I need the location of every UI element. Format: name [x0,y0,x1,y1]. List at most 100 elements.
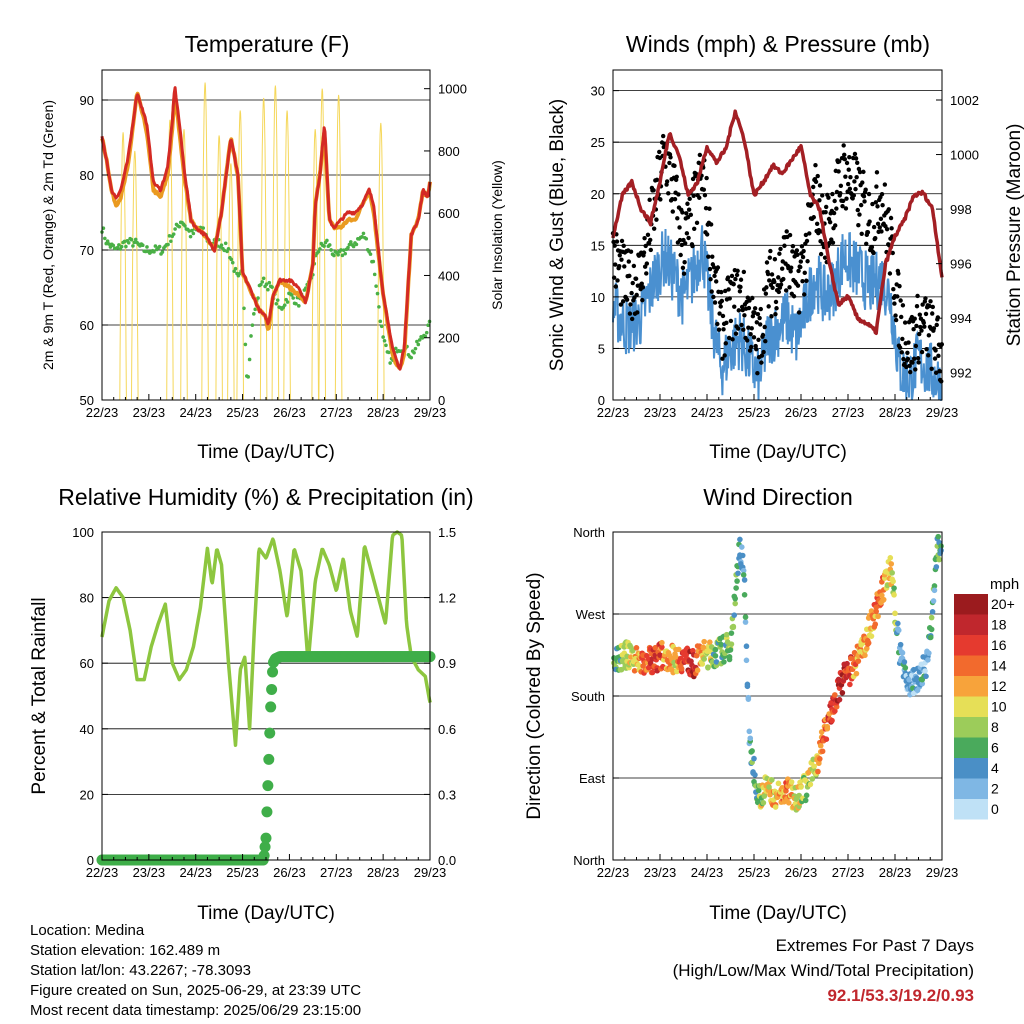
dewpoint-point [332,253,336,258]
x-tick-label: 29/23 [414,405,447,420]
gust-point [802,270,807,276]
gust-point [833,223,838,228]
gust-point [818,251,824,257]
gust-point [706,254,711,259]
dewpoint-point [169,239,173,244]
direction-point [730,624,737,631]
gust-point [667,160,672,166]
gust-point [654,217,659,222]
station-pressure-line [611,109,944,336]
direction-point [739,552,746,559]
direction-point [744,683,751,690]
gust-point [681,271,687,276]
gust-point [754,346,759,352]
dewpoint-point [424,330,429,335]
gust-point [878,216,884,222]
y-tick-label: 60 [80,318,94,333]
humidity-panel: Relative Humidity (%) & Precipitation (i… [29,484,474,924]
gust-point [764,260,770,265]
precipitation-point [267,666,279,678]
gust-point [647,197,652,203]
gust-point [735,268,740,274]
gust-point [937,368,942,374]
dewpoint-point [289,293,294,297]
gust-point [935,315,941,320]
gust-point [704,175,709,181]
direction-point [712,646,719,653]
direction-point [895,627,902,634]
gust-point [642,235,647,241]
temperature-xlabel: Time (Day/UTC) [197,442,335,463]
gust-point [718,304,723,309]
dewpoint-point [412,351,416,355]
direction-point [652,644,659,651]
gust-point [800,279,805,284]
x-tick-label: 29/23 [414,865,447,880]
direction-point [635,662,642,668]
gust-point [687,196,692,202]
x-tick-label: 26/23 [785,865,818,880]
direction-point [901,659,908,665]
dewpoint-point [242,306,246,311]
gust-point [840,203,845,209]
dewpoint-point [188,234,193,239]
temperature-panel: Temperature (F) 22/23 23/23 24/23 25/23 26/2… [40,31,505,463]
gust-point [874,184,879,189]
direction-point [811,763,817,770]
winds-ylabel-right: Station Pressure (Maroon) [1004,124,1024,347]
dewpoint-point [177,224,182,229]
gust-point [644,271,649,276]
gust-point [767,278,772,283]
gust-point [843,174,848,179]
dewpoint-point [361,231,366,236]
dewpoint-point [378,319,383,324]
colorbar-label: 20+ [991,596,1015,612]
dewpoint-point [343,251,347,256]
direction-point [926,650,932,656]
gust-point [898,298,903,303]
gust-point [745,338,750,343]
gust-point [688,212,694,218]
direction-point [815,768,821,775]
dewpoint-point [275,298,280,302]
gust-point [865,230,871,235]
gust-point [929,366,934,371]
colorbar-swatch [954,778,988,799]
dewpoint-point [101,226,106,231]
gust-point [750,295,755,301]
gust-point [895,294,900,299]
colorbar-swatch [954,635,988,656]
dewpoint-point [252,312,256,316]
gust-point [813,163,818,168]
gust-point [678,252,683,258]
y-tick-label: 50 [80,393,94,408]
winds-title: Winds (mph) & Pressure (mb) [626,31,930,57]
gust-point [635,310,640,315]
dewpoint-point [347,242,352,247]
colorbar-swatch [954,737,988,758]
gust-point [928,299,933,304]
dewpoint-point [145,245,149,249]
gust-point [795,252,800,258]
dewpoint-point [297,304,301,308]
dewpoint-point [117,243,121,247]
dewpoint-point [166,242,170,247]
dewpoint-point [153,244,158,248]
winds-panel: Winds (mph) & Pressure (mb) 22/23 23/23 24… [547,31,1024,463]
gust-point [626,259,631,264]
dewpoint-point [173,227,177,231]
dewpoint-point [375,291,380,296]
temperature-ylabel: 2m & 9m T (Red, Orange) & 2m Td (Green) [40,100,56,370]
y-tick-label: 30 [591,84,605,99]
dewpoint-point [183,224,187,228]
gust-point [830,240,836,245]
gust-point [884,226,890,232]
direction-point [817,756,823,762]
direction-point [746,728,753,735]
x-tick-label: 25/23 [226,405,259,420]
dewpoint-point [119,244,124,249]
gust-point [798,259,804,264]
y-right-tick-label: 1.2 [438,591,456,606]
precipitation-point [261,806,273,818]
gust-point [738,277,744,282]
